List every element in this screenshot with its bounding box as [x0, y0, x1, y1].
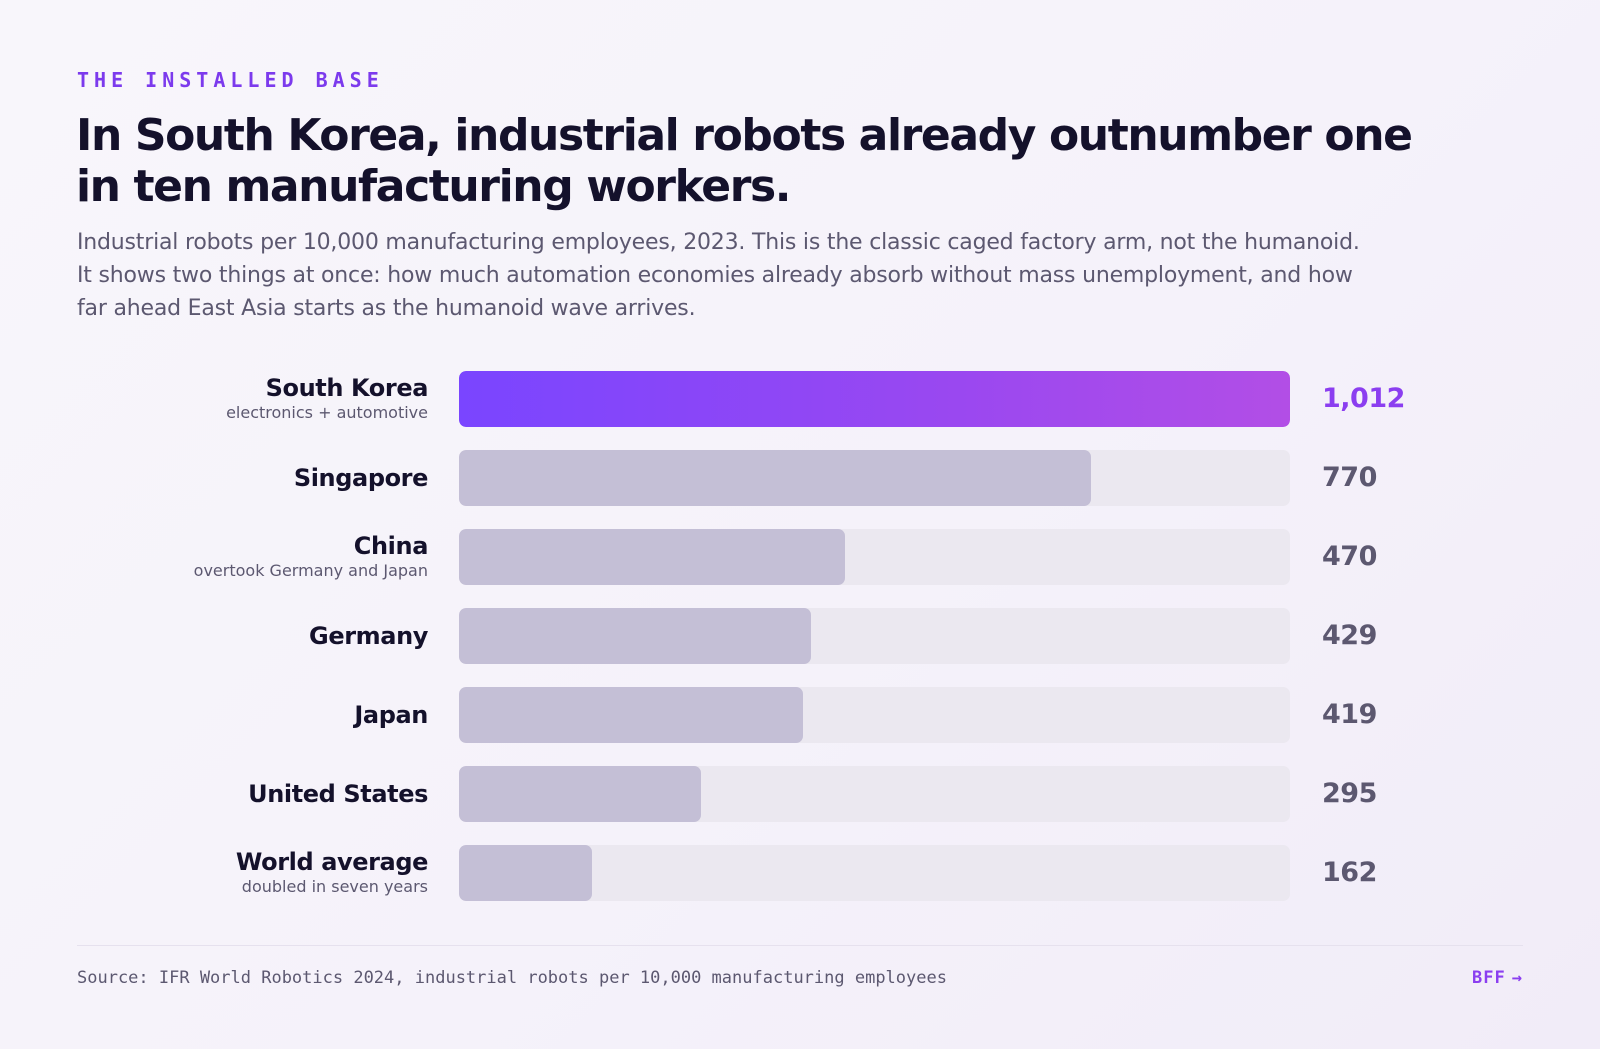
bar [459, 687, 803, 743]
row-label: China overtook Germany and Japan [193, 529, 429, 585]
source-note: Source: IFR World Robotics 2024, industr… [77, 968, 947, 988]
bar [459, 766, 701, 822]
chart-row: Singapore 770 [0, 450, 1600, 506]
bff-link[interactable]: BFF → [1472, 968, 1523, 988]
bar [459, 371, 1290, 427]
category-note: doubled in seven years [241, 877, 428, 896]
category-label: Germany [309, 622, 428, 650]
arrow-right-icon: → [1511, 968, 1523, 988]
bar-track [459, 608, 1290, 664]
bar [459, 529, 845, 585]
page-subtitle: Industrial robots per 10,000 manufacturi… [77, 230, 1360, 321]
chart-row: China overtook Germany and Japan 470 [0, 529, 1600, 585]
bar [459, 608, 811, 664]
category-label: Japan [354, 701, 428, 729]
chart-row: World average doubled in seven years 162 [0, 845, 1600, 901]
category-label: South Korea [265, 374, 429, 402]
chart-row: Germany 429 [0, 608, 1600, 664]
value-label: 429 [1322, 620, 1377, 651]
value-label: 470 [1322, 541, 1377, 572]
category-label: Singapore [293, 464, 429, 492]
bar-track [459, 766, 1290, 822]
category-label: China [353, 532, 429, 560]
bar-track [459, 371, 1290, 427]
bar-track [459, 845, 1290, 901]
chart-row: United States 295 [0, 766, 1600, 822]
row-label: World average doubled in seven years [235, 845, 429, 901]
row-label: Japan [354, 687, 428, 743]
category-label: United States [248, 780, 428, 808]
value-label: 162 [1322, 857, 1377, 888]
bar-track [459, 687, 1290, 743]
category-note: overtook Germany and Japan [193, 561, 428, 580]
value-label: 419 [1322, 699, 1377, 730]
value-label: 1,012 [1322, 383, 1405, 414]
chart-row: South Korea electronics + automotive 1,012 [0, 371, 1600, 427]
bar [459, 845, 592, 901]
bar-track [459, 529, 1290, 585]
row-label: Singapore [293, 450, 429, 506]
row-label: Germany [309, 608, 428, 664]
value-label: 295 [1322, 778, 1377, 809]
eyebrow-label: THE INSTALLED BASE [77, 68, 384, 92]
bar [459, 450, 1091, 506]
value-label: 770 [1322, 462, 1377, 493]
category-note: electronics + automotive [226, 403, 428, 422]
bar-track [459, 450, 1290, 506]
bff-link-label: BFF [1472, 968, 1506, 988]
category-label: World average [235, 848, 429, 876]
footer-divider [77, 945, 1523, 946]
row-label: United States [248, 766, 428, 822]
page-title: In South Korea, industrial robots alread… [76, 110, 1413, 212]
chart-row: Japan 419 [0, 687, 1600, 743]
row-label: South Korea electronics + automotive [226, 371, 428, 427]
